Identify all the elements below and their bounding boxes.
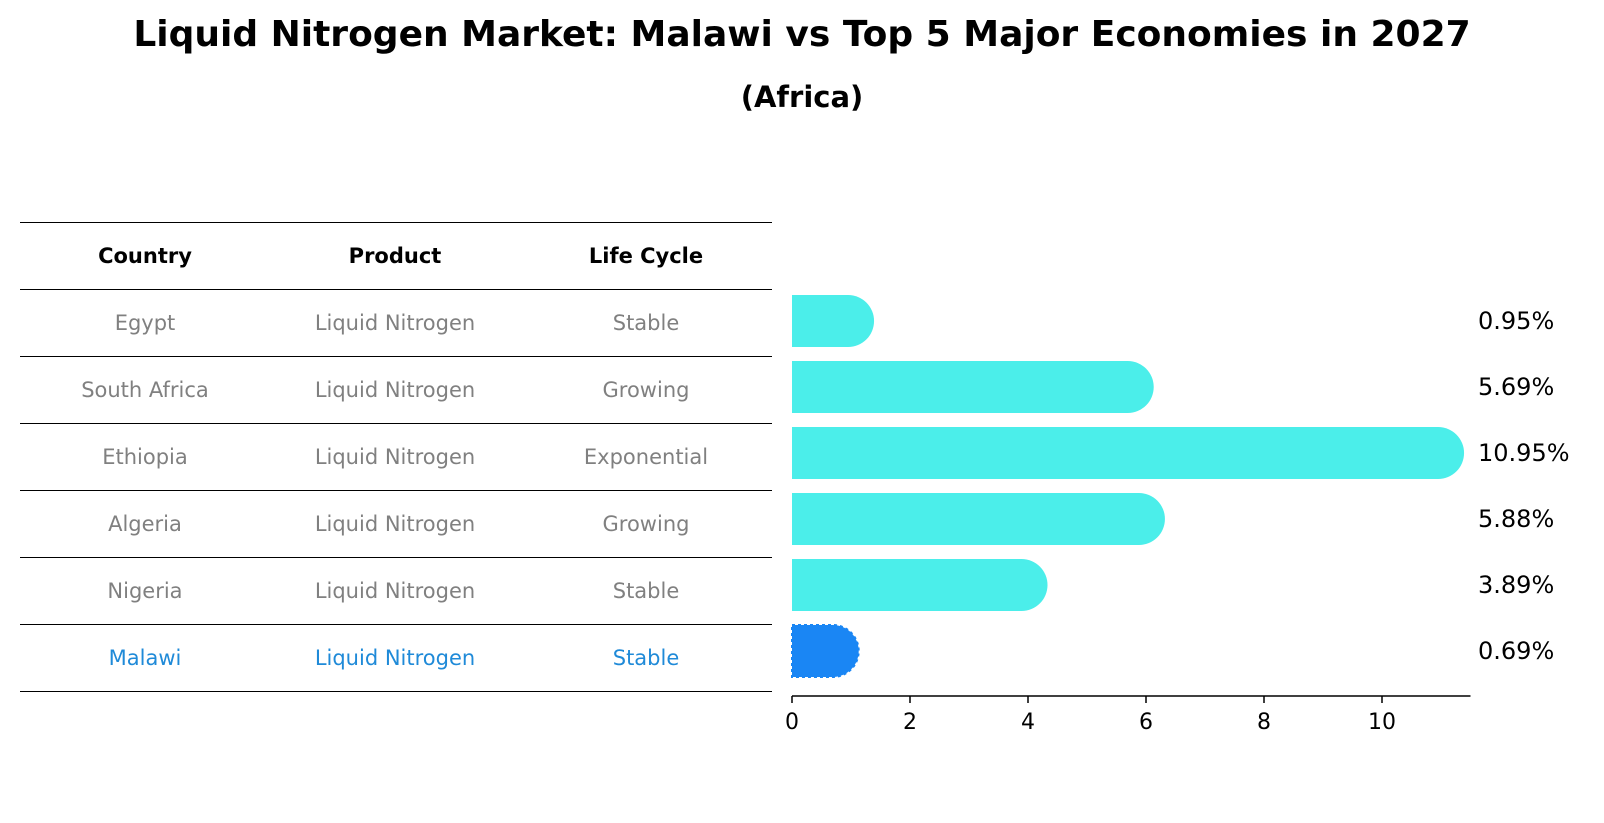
value-label: 0.95% xyxy=(1478,307,1554,335)
table-row: Ethiopia Liquid Nitrogen Exponential xyxy=(20,423,772,490)
table-row-highlight: Malawi Liquid Nitrogen Stable xyxy=(20,624,772,692)
bar xyxy=(792,559,1048,611)
header-life-cycle: Life Cycle xyxy=(588,244,704,268)
cell-country: Malawi xyxy=(108,646,182,670)
x-tick-label: 10 xyxy=(1368,710,1396,735)
bar xyxy=(792,295,875,347)
x-tick-label: 0 xyxy=(785,710,799,735)
cell-product: Liquid Nitrogen xyxy=(314,512,476,536)
cell-life-cycle: Stable xyxy=(612,311,680,335)
cell-life-cycle: Growing xyxy=(602,378,690,402)
x-tick-label: 4 xyxy=(1021,710,1035,735)
value-label: 10.95% xyxy=(1478,439,1570,467)
cell-country: Nigeria xyxy=(107,579,183,603)
cell-country: South Africa xyxy=(81,378,209,402)
cell-country: Egypt xyxy=(114,311,176,335)
bar xyxy=(792,427,1465,479)
cell-product: Liquid Nitrogen xyxy=(314,378,476,402)
chart-title: Liquid Nitrogen Market: Malawi vs Top 5 … xyxy=(133,14,1471,55)
market-table: Country Product Life Cycle Egypt Liquid … xyxy=(20,222,772,692)
bar xyxy=(791,624,860,678)
cell-life-cycle: Growing xyxy=(602,512,690,536)
x-tick-label: 6 xyxy=(1139,710,1153,735)
cell-product: Liquid Nitrogen xyxy=(314,579,476,603)
cell-country: Ethiopia xyxy=(102,445,188,469)
table-header-row: Country Product Life Cycle xyxy=(20,222,772,289)
bar xyxy=(792,361,1154,413)
table-row: Egypt Liquid Nitrogen Stable xyxy=(20,289,772,356)
x-tick-label: 8 xyxy=(1257,710,1271,735)
header-country: Country xyxy=(98,244,192,268)
chart-subtitle: (Africa) xyxy=(740,80,864,114)
cell-product: Liquid Nitrogen xyxy=(314,646,476,670)
value-label: 3.89% xyxy=(1478,571,1554,599)
cell-product: Liquid Nitrogen xyxy=(314,445,476,469)
cell-country: Algeria xyxy=(108,512,182,536)
x-tick-label: 2 xyxy=(903,710,917,735)
cell-life-cycle: Stable xyxy=(612,579,680,603)
cell-life-cycle: Stable xyxy=(612,646,680,670)
value-label: 5.88% xyxy=(1478,505,1554,533)
cell-product: Liquid Nitrogen xyxy=(314,311,476,335)
table-row: Algeria Liquid Nitrogen Growing xyxy=(20,490,772,557)
bar xyxy=(792,493,1165,545)
table-row: Nigeria Liquid Nitrogen Stable xyxy=(20,557,772,624)
cell-life-cycle: Exponential xyxy=(583,445,709,469)
value-label: 5.69% xyxy=(1478,373,1554,401)
value-label: 0.69% xyxy=(1478,637,1554,665)
table-row: South Africa Liquid Nitrogen Growing xyxy=(20,356,772,423)
header-product: Product xyxy=(348,244,442,268)
